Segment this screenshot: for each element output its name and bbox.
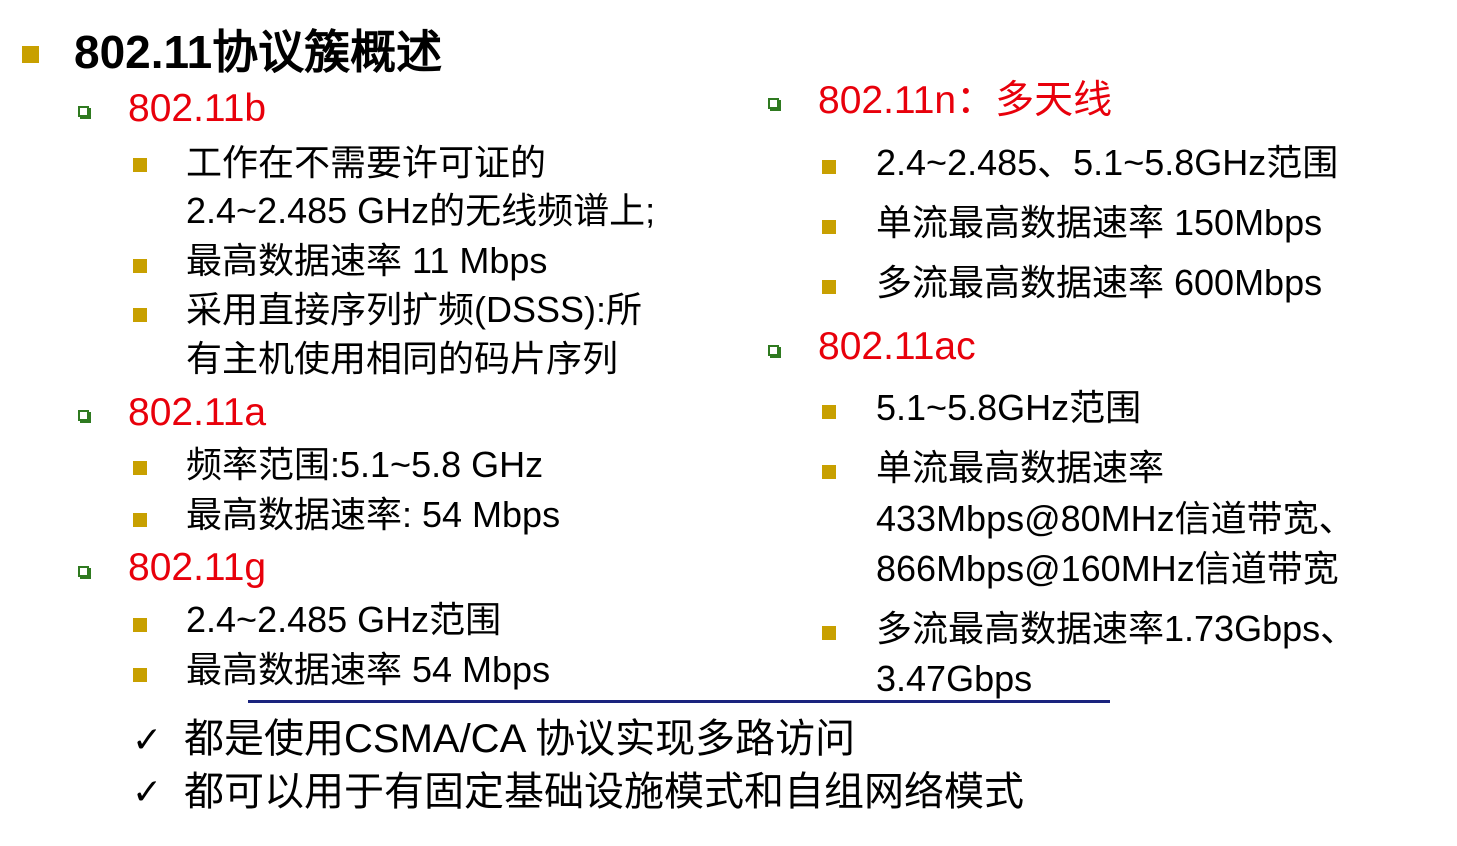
- item-bullet: [133, 158, 147, 172]
- list-item-line: 433Mbps@80MHz信道带宽、: [876, 498, 1355, 539]
- title-bullet: [22, 46, 39, 63]
- heading-80211n: 802.11n：多天线: [818, 79, 1113, 122]
- check-icon: ✓: [132, 771, 163, 812]
- list-item-line: 866Mbps@160MHz信道带宽: [876, 548, 1339, 589]
- list-item-line: 多流最高数据速率1.73Gbps、: [876, 608, 1357, 649]
- item-bullet: [822, 160, 836, 174]
- list-item-line: 工作在不需要许可证的: [186, 142, 547, 183]
- list-item-line: 2.4~2.485 GHz范围: [186, 599, 502, 640]
- note-line: 都是使用CSMA/CA 协议实现多路访问: [184, 717, 856, 761]
- divider-line: [248, 700, 1110, 703]
- list-item-line: 最高数据速率: 54 Mbps: [186, 494, 561, 535]
- list-item-line: 多流最高数据速率 600Mbps: [876, 262, 1323, 303]
- item-bullet: [822, 626, 836, 640]
- sub-bullet: [78, 106, 89, 117]
- list-item-line: 有主机使用相同的码片序列: [186, 338, 619, 379]
- sub-bullet: [768, 98, 779, 109]
- heading-80211ac: 802.11ac: [818, 325, 976, 368]
- item-bullet: [133, 668, 147, 682]
- list-item-line: 2.4~2.485 GHz的无线频谱上;: [186, 190, 656, 231]
- list-item-line: 单流最高数据速率: [876, 447, 1165, 488]
- page-title: 802.11协议簇概述: [74, 26, 443, 78]
- list-item-line: 5.1~5.8GHz范围: [876, 387, 1142, 428]
- list-item-line: 2.4~2.485、5.1~5.8GHz范围: [876, 142, 1339, 183]
- item-bullet: [822, 465, 836, 479]
- item-bullet: [133, 618, 147, 632]
- check-icon: ✓: [132, 719, 163, 760]
- item-bullet: [822, 405, 836, 419]
- item-bullet: [133, 308, 147, 322]
- list-item-line: 频率范围:5.1~5.8 GHz: [186, 444, 544, 485]
- heading-80211b: 802.11b: [128, 87, 267, 130]
- sub-bullet: [78, 410, 89, 421]
- note-line: 都可以用于有固定基础设施模式和自组网络模式: [184, 770, 1024, 814]
- heading-80211a: 802.11a: [128, 391, 267, 434]
- sub-bullet: [78, 566, 89, 577]
- list-item-line: 单流最高数据速率 150Mbps: [876, 202, 1323, 243]
- list-item-line: 最高数据速率 54 Mbps: [186, 649, 551, 690]
- item-bullet: [133, 513, 147, 527]
- item-bullet: [133, 461, 147, 475]
- item-bullet: [822, 280, 836, 294]
- list-item-line: 最高数据速率 11 Mbps: [186, 240, 548, 281]
- sub-bullet: [768, 345, 779, 356]
- list-item-line: 采用直接序列扩频(DSSS):所: [186, 289, 643, 330]
- list-item-line: 3.47Gbps: [876, 658, 1033, 699]
- item-bullet: [822, 220, 836, 234]
- item-bullet: [133, 259, 147, 273]
- heading-80211g: 802.11g: [128, 546, 267, 589]
